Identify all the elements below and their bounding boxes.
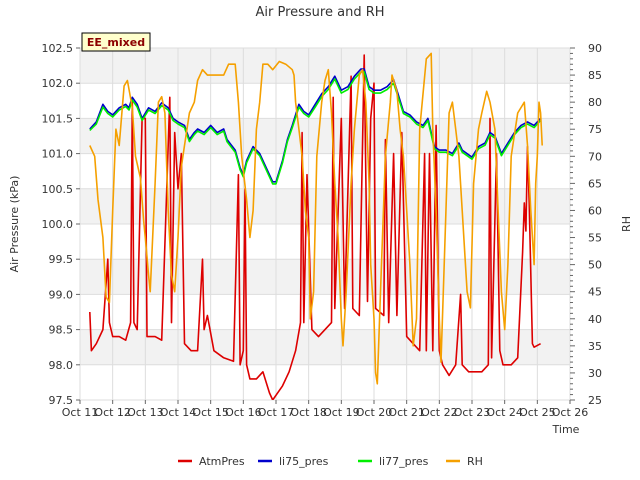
x-tick-label: Oct 11: [62, 406, 99, 419]
y2-tick-label: 80: [588, 96, 602, 109]
y2-tick-label: 60: [588, 204, 602, 217]
x-tick-label: Oct 18: [290, 406, 327, 419]
badge-label: EE_mixed: [87, 36, 145, 49]
series-line-rh: [89, 52, 543, 385]
x-tick-label: Oct 24: [486, 406, 523, 419]
x-tick-label: Oct 19: [323, 406, 360, 419]
y-axis-title: Air Pressure (kPa): [8, 176, 21, 273]
chart-title: Air Pressure and RH: [255, 5, 384, 20]
y2-tick-label: 55: [588, 232, 602, 245]
y-tick-label: 99.5: [49, 253, 74, 266]
y-tick-label: 99.0: [49, 288, 74, 301]
legend-label: li77_pres: [379, 455, 429, 468]
x-tick-label: Oct 12: [94, 406, 131, 419]
plot-band: [80, 118, 570, 154]
series-line-atmpres: [89, 54, 541, 400]
y2-tick-label: 40: [588, 313, 602, 326]
y2-tick-label: 90: [588, 42, 602, 55]
y-tick-label: 101.0: [42, 148, 74, 161]
legend: AtmPres li75_pres li77_pres RH: [178, 455, 483, 468]
y-tick-label: 98.0: [49, 359, 74, 372]
y2-tick-label: 85: [588, 69, 602, 82]
series-layer: [89, 52, 543, 400]
y2-tick-label: 25: [588, 394, 602, 407]
badge-box: [81, 32, 151, 52]
x-tick-label: Oct 17: [258, 406, 295, 419]
x-tick-label: Oct 25: [519, 406, 556, 419]
y-tick-label: 100.0: [42, 218, 74, 231]
x-tick-label: Oct 15: [192, 406, 229, 419]
x-tick-label: Oct 23: [454, 406, 491, 419]
y-tick-label: 101.5: [42, 112, 74, 125]
legend-label: RH: [467, 455, 483, 468]
x-axis-title: Time: [552, 423, 580, 436]
legend-label: AtmPres: [199, 455, 245, 468]
y2-tick-label: 30: [588, 367, 602, 380]
y2-axis-title: RH: [620, 216, 633, 232]
badge: EE_mixed: [81, 32, 151, 52]
x-tick-label: Oct 16: [225, 406, 262, 419]
y-tick-label: 98.5: [49, 324, 74, 337]
y-tick-label: 100.5: [42, 183, 74, 196]
x-tick-label: Oct 26: [552, 406, 589, 419]
plot-band: [80, 188, 570, 224]
y2-tick-label: 70: [588, 150, 602, 163]
y-tick-label: 97.5: [49, 394, 74, 407]
y2-tick-label: 75: [588, 123, 602, 136]
y-ticks: 97.5 98.0 98.5 99.0 99.5 100.0 100.5 101.0 101.5…: [42, 42, 80, 407]
y2-tick-label: 50: [588, 259, 602, 272]
y2-ticks: 25 30 35 40 45 50 55 60 65 70 75 80 85 90: [570, 42, 602, 407]
y2-tick-label: 65: [588, 177, 602, 190]
x-tick-label: Oct 22: [421, 406, 458, 419]
plot-band: [80, 259, 570, 295]
y-tick-label: 102.0: [42, 77, 74, 90]
x-tick-label: Oct 20: [356, 406, 393, 419]
legend-label: li75_pres: [279, 455, 329, 468]
plot-band: [80, 329, 570, 365]
x-tick-label: Oct 13: [127, 406, 164, 419]
y-tick-label: 102.5: [42, 42, 74, 55]
x-tick-label: Oct 21: [388, 406, 425, 419]
plot-band: [80, 48, 570, 84]
y2-tick-label: 35: [588, 340, 602, 353]
y2-tick-label: 45: [588, 286, 602, 299]
x-tick-label: Oct 14: [160, 406, 197, 419]
